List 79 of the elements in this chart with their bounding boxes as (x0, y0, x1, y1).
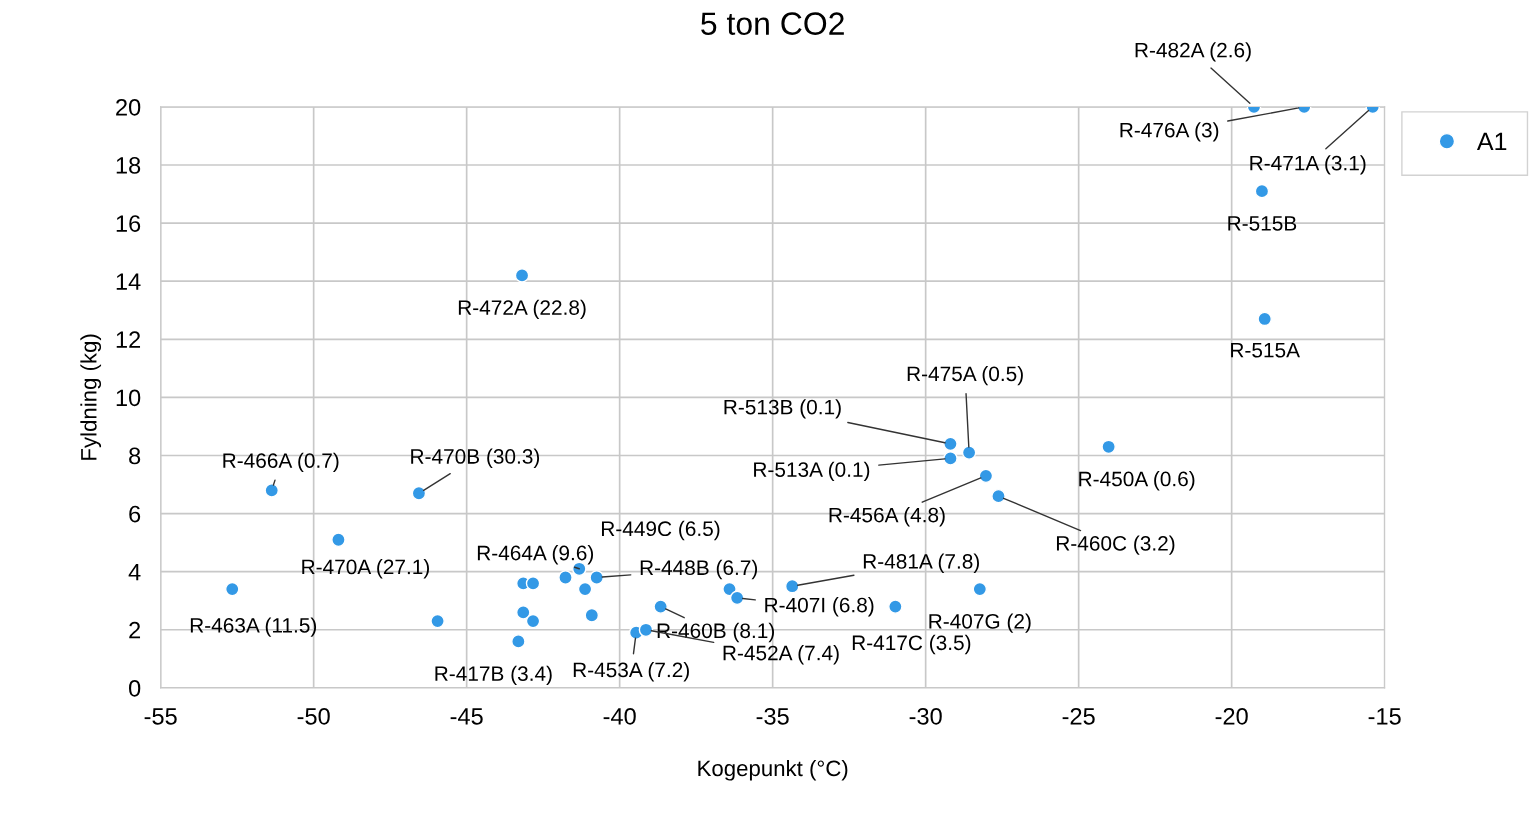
annotation: R-482A (2.6) (1135, 42, 1251, 62)
y-tick-label: 12 (116, 331, 141, 348)
x-tick-label: -50 (297, 707, 330, 725)
annotation: R-464A (9.6) (477, 545, 594, 565)
annotation: R-417C (3.5) (852, 634, 971, 655)
chart-title: 5 ton CO2 (701, 12, 844, 35)
point (430, 613, 445, 629)
point (638, 622, 654, 638)
point (972, 581, 988, 597)
annotation: R-449C (6.5) (602, 520, 720, 541)
y-tick-label: 10 (116, 389, 141, 407)
point (558, 570, 573, 585)
x-tick-label: -40 (603, 707, 636, 725)
point (1254, 183, 1270, 199)
point (784, 578, 800, 594)
annotation: R-515A (1231, 343, 1300, 358)
annotation: R-515B (1228, 216, 1297, 231)
annotation: R-470B (30.3) (411, 448, 540, 468)
point (514, 268, 530, 283)
y-tick-label: 6 (129, 505, 141, 523)
point (584, 607, 600, 623)
point (653, 599, 668, 614)
point (978, 468, 994, 484)
annotation: R-475A (0.5) (907, 365, 1023, 386)
point (515, 605, 531, 620)
annotation: R-460B (8.1) (657, 622, 774, 643)
point (411, 485, 427, 501)
legend-label: A1 (1476, 132, 1507, 151)
annotation: R-476A (3) (1120, 122, 1219, 142)
annotation: R-450A (0.6) (1079, 471, 1195, 491)
point (943, 436, 958, 452)
x-tick-label: -45 (450, 708, 483, 725)
annotation: R-460C (3.2) (1056, 535, 1175, 555)
x-tick-label: -55 (144, 708, 177, 725)
point (1101, 439, 1116, 455)
annotation: R-513A (0.1) (754, 461, 870, 482)
annotation: R-417B (3.4) (435, 665, 552, 686)
point (264, 483, 280, 498)
y-tick-label: 4 (128, 564, 141, 581)
x-tick-label: -15 (1368, 708, 1401, 725)
y-tick-label: 8 (129, 447, 141, 465)
x-tick-label: -30 (909, 707, 942, 725)
annotation: R-456A (4.8) (829, 507, 945, 527)
x-tick-label: -35 (756, 707, 789, 725)
y-tick-label: 18 (116, 157, 141, 174)
point (525, 576, 541, 591)
annotation: R-472A (22.8) (458, 299, 586, 320)
y-tick-label: 14 (116, 273, 141, 290)
point (577, 581, 593, 597)
x-tick-label: -25 (1062, 707, 1095, 725)
annotation: R-513B (0.1) (724, 399, 841, 419)
x-axis-title: Kogepunkt (°C) (698, 759, 848, 781)
y-tick-label: 2 (129, 621, 141, 639)
point (511, 634, 526, 649)
point (943, 451, 958, 466)
point (961, 445, 977, 460)
y-tick-label: 16 (116, 215, 141, 232)
y-tick-label: 20 (116, 98, 141, 116)
annotation: R-407G (2) (929, 613, 1031, 633)
x-tick-label: -20 (1215, 707, 1248, 725)
point (729, 590, 745, 606)
annotation: R-452A (7.4) (723, 645, 839, 665)
y-tick-label: 0 (129, 679, 141, 697)
annotation: R-453A (7.2) (573, 661, 689, 682)
point (589, 570, 604, 585)
point (991, 488, 1006, 504)
annotation: R-466A (0.7) (223, 452, 339, 473)
annotation: R-463A (11.5) (190, 617, 317, 637)
y-axis-title: Fyldning (kg) (80, 334, 102, 460)
point (525, 613, 541, 629)
annotation: R-448B (6.7) (640, 559, 758, 580)
annotation: R-407I (6.8) (765, 597, 874, 617)
point (224, 581, 240, 597)
annotation: R-481A (7.8) (863, 553, 979, 573)
point (1257, 311, 1272, 327)
point (888, 599, 903, 614)
annotation: R-470A (27.1) (302, 559, 429, 579)
point (331, 532, 346, 548)
annotation: R-471A (3.1) (1250, 155, 1366, 175)
